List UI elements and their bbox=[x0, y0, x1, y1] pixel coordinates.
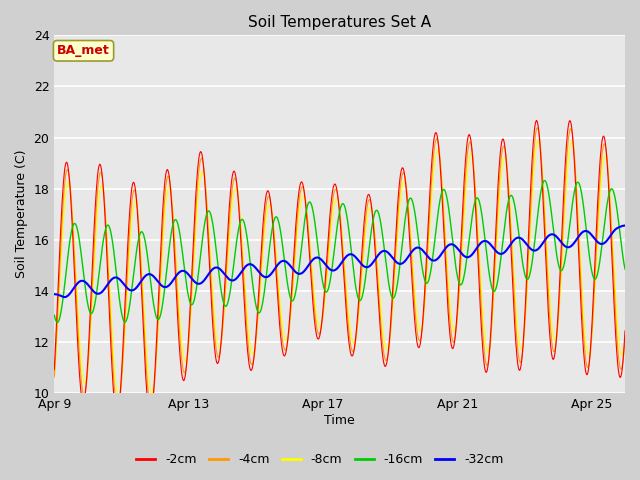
Title: Soil Temperatures Set A: Soil Temperatures Set A bbox=[248, 15, 431, 30]
Y-axis label: Soil Temperature (C): Soil Temperature (C) bbox=[15, 150, 28, 278]
Text: BA_met: BA_met bbox=[57, 44, 110, 57]
Legend: -2cm, -4cm, -8cm, -16cm, -32cm: -2cm, -4cm, -8cm, -16cm, -32cm bbox=[131, 448, 509, 471]
X-axis label: Time: Time bbox=[324, 414, 355, 427]
